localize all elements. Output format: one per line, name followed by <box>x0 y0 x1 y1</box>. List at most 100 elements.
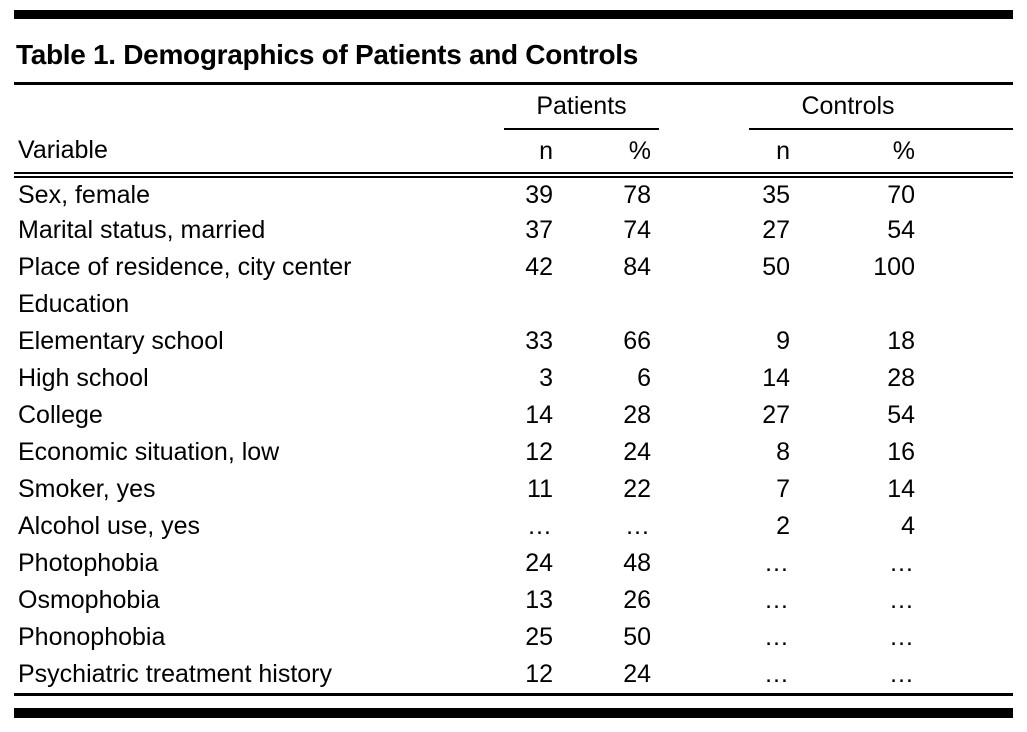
value-cell: 35 <box>762 180 790 209</box>
value-cell: … <box>764 586 790 614</box>
value-cell: 24 <box>623 660 651 688</box>
variable-cell: Osmophobia <box>18 586 160 614</box>
gap-cell <box>659 508 749 545</box>
value-cell: 3 <box>539 364 553 392</box>
value-cell: 6 <box>637 364 651 392</box>
header-gap-cell <box>659 129 749 178</box>
demographics-table: Patients Controls Variable n % n % Sex, … <box>14 85 1013 693</box>
table-row: High school 3 6 14 28 <box>14 360 1013 397</box>
gap-cell <box>659 471 749 508</box>
table-row: Photophobia 24 48 … … <box>14 545 1013 582</box>
value-cell: … <box>889 623 915 651</box>
value-cell: 48 <box>623 549 651 577</box>
bottom-rule <box>14 693 1013 696</box>
table-row: College 14 28 27 54 <box>14 397 1013 434</box>
variable-cell: Alcohol use, yes <box>18 512 201 540</box>
value-cell: … <box>764 623 790 651</box>
table-row: Economic situation, low 12 24 8 16 <box>14 434 1013 471</box>
value-cell: 9 <box>776 327 790 355</box>
variable-cell: Photophobia <box>18 549 159 577</box>
gap-cell <box>659 582 749 619</box>
value-cell: 2 <box>776 512 790 540</box>
value-cell: 24 <box>623 438 651 466</box>
value-cell: 13 <box>525 586 553 614</box>
gap-cell <box>659 397 749 434</box>
variable-cell: Education <box>18 290 130 318</box>
value-cell <box>559 286 659 323</box>
value-cell: … <box>889 549 915 577</box>
value-cell: 22 <box>623 475 651 503</box>
column-group-header-row: Patients Controls <box>14 85 1013 130</box>
value-cell: 78 <box>623 180 651 209</box>
value-cell: 11 <box>527 475 553 503</box>
gap-cell <box>659 249 749 286</box>
value-cell: … <box>764 549 790 577</box>
title-rule <box>14 82 1013 85</box>
value-cell: 8 <box>776 438 790 466</box>
variable-cell: Economic situation, low <box>18 438 280 466</box>
table-row: Education <box>14 286 1013 323</box>
value-cell: 100 <box>873 253 915 281</box>
variable-cell: Smoker, yes <box>18 475 156 503</box>
value-cell: 39 <box>525 180 553 209</box>
column-header-row: Variable n % n % <box>14 129 1013 178</box>
variable-cell: Elementary school <box>18 327 224 355</box>
value-cell: … <box>527 512 553 540</box>
table-row: Place of residence, city center 42 84 50 100 <box>14 249 1013 286</box>
table-row: Smoker, yes 11 22 7 14 <box>14 471 1013 508</box>
value-cell: 54 <box>887 216 915 244</box>
value-cell <box>504 286 559 323</box>
gap-cell <box>659 360 749 397</box>
value-cell: 14 <box>762 364 790 392</box>
value-cell: 25 <box>525 623 553 651</box>
patients-n-header: n <box>504 129 559 178</box>
gap-cell <box>659 619 749 656</box>
value-cell: 66 <box>623 327 651 355</box>
variable-cell: Psychiatric treatment history <box>18 660 332 688</box>
table-row: Osmophobia 13 26…… <box>14 582 1013 619</box>
gap-cell <box>659 175 749 212</box>
variable-cell: Marital status, married <box>18 216 266 244</box>
value-cell: 12 <box>525 438 553 466</box>
value-cell: 42 <box>525 253 553 281</box>
value-cell: 50 <box>623 623 651 651</box>
value-cell: 84 <box>623 253 651 281</box>
value-cell <box>749 286 794 323</box>
value-cell: 74 <box>623 216 651 244</box>
value-cell: 18 <box>887 327 915 355</box>
value-cell: 50 <box>762 253 790 281</box>
bottom-rule-thick <box>14 708 1013 718</box>
spanner-empty-cell <box>14 85 504 129</box>
value-cell: 24 <box>525 549 553 577</box>
value-cell: 14 <box>887 475 915 503</box>
patients-pct-header: % <box>559 129 659 178</box>
variable-cell: College <box>18 401 103 429</box>
value-cell: 37 <box>525 216 553 244</box>
value-cell: 33 <box>525 327 553 355</box>
value-cell: 28 <box>623 401 651 429</box>
value-cell: 4 <box>901 512 915 540</box>
variable-header: Variable <box>14 129 504 178</box>
value-cell: 27 <box>762 401 790 429</box>
value-cell: 16 <box>887 438 915 466</box>
table-body: Sex, female 39 78 35 70 Marital status, marri… <box>14 175 1013 693</box>
value-cell: 12 <box>525 660 553 688</box>
controls-pct-header: % <box>794 129 1013 178</box>
table-row: Marital status, married 37 74 27 54 <box>14 212 1013 249</box>
variable-cell: Sex, female <box>18 180 151 209</box>
value-cell: … <box>889 660 915 688</box>
col-group-controls: Controls <box>749 85 1013 130</box>
value-cell: … <box>625 512 651 540</box>
gap-cell <box>659 212 749 249</box>
value-cell: 26 <box>623 586 651 614</box>
value-cell: 54 <box>887 401 915 429</box>
table-row: Psychiatric treatment history 12 24 … … <box>14 656 1013 693</box>
value-cell <box>794 286 1013 323</box>
value-cell: 70 <box>887 180 915 209</box>
table-row: Alcohol use, yes … … 2 4 <box>14 508 1013 545</box>
value-cell: … <box>764 660 790 688</box>
gap-cell <box>659 434 749 471</box>
col-group-patients: Patients <box>504 85 659 130</box>
gap-cell <box>659 545 749 582</box>
